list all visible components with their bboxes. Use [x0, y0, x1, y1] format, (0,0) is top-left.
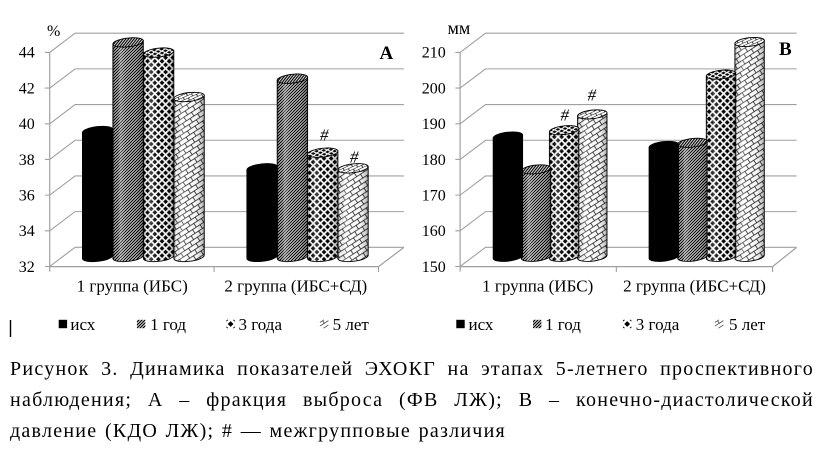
svg-text:исх: исх: [469, 315, 494, 334]
svg-text:210: 210: [422, 45, 446, 62]
svg-text:180: 180: [422, 152, 446, 169]
svg-text:3 года: 3 года: [239, 315, 283, 334]
svg-text:160: 160: [422, 223, 446, 240]
svg-text:40: 40: [19, 116, 35, 133]
svg-text:36: 36: [19, 187, 35, 204]
svg-text:В: В: [779, 39, 792, 60]
svg-text:3 года: 3 года: [636, 315, 680, 334]
svg-text:мм: мм: [448, 18, 471, 38]
svg-text:34: 34: [19, 223, 35, 240]
svg-text:#: #: [350, 148, 359, 167]
svg-text:%: %: [47, 23, 60, 40]
svg-text:А: А: [380, 43, 394, 64]
svg-text:#: #: [320, 126, 329, 145]
svg-text:170: 170: [422, 187, 446, 204]
svg-text:1 год: 1 год: [150, 315, 186, 334]
svg-text:1 год: 1 год: [545, 315, 581, 334]
svg-text:1 группа (ИБС): 1 группа (ИБС): [77, 277, 188, 296]
svg-text:#: #: [588, 85, 597, 104]
svg-text:42: 42: [19, 80, 35, 97]
svg-text:5 лет: 5 лет: [333, 315, 370, 334]
svg-text:190: 190: [422, 116, 446, 133]
svg-text:200: 200: [422, 80, 446, 97]
svg-text:исх: исх: [70, 315, 95, 334]
svg-text:2 группа (ИБС+СД): 2 группа (ИБС+СД): [224, 277, 367, 296]
svg-text:5 лет: 5 лет: [729, 315, 766, 334]
svg-text:38: 38: [19, 152, 35, 169]
svg-text:44: 44: [19, 45, 35, 62]
svg-text:2 группа (ИБС+СД): 2 группа (ИБС+СД): [623, 277, 766, 296]
svg-text:32: 32: [19, 259, 35, 276]
svg-text:1 группа (ИБС): 1 группа (ИБС): [482, 277, 593, 296]
svg-text:150: 150: [422, 259, 446, 276]
svg-text:#: #: [561, 105, 570, 124]
